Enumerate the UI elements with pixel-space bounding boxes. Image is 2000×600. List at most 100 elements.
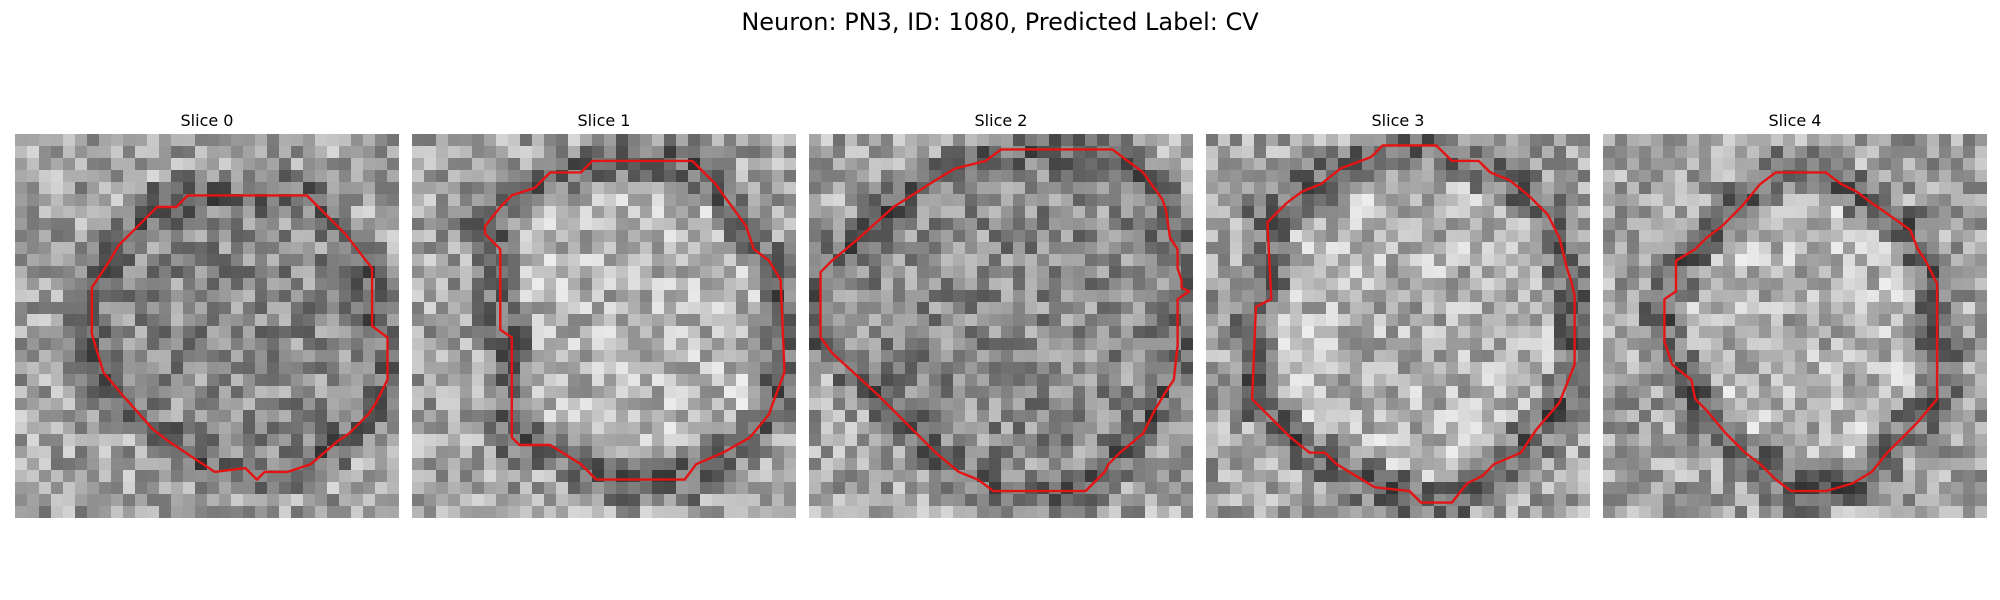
pixel: [63, 446, 76, 459]
pixel: [1206, 218, 1219, 231]
pixel: [1723, 326, 1736, 339]
pixel: [496, 278, 509, 291]
pixel: [784, 134, 796, 147]
pixel: [1326, 362, 1339, 375]
pixel: [929, 458, 942, 471]
pixel: [869, 446, 882, 459]
pixel: [640, 314, 653, 327]
pixel: [1386, 410, 1399, 423]
pixel: [1951, 290, 1964, 303]
pixel: [1458, 506, 1471, 518]
pixel: [1795, 362, 1808, 375]
pixel: [1181, 362, 1193, 375]
pixel: [15, 314, 28, 327]
pixel: [893, 242, 906, 255]
pixel: [724, 410, 737, 423]
pixel: [1073, 422, 1086, 435]
pixel: [1073, 470, 1086, 483]
pixel: [1747, 254, 1760, 267]
pixel: [484, 482, 497, 495]
pixel: [544, 482, 557, 495]
pixel: [1037, 278, 1050, 291]
pixel: [303, 134, 316, 147]
pixel: [1963, 350, 1976, 363]
pixel: [821, 374, 834, 387]
pixel: [1302, 194, 1315, 207]
pixel: [857, 134, 870, 147]
pixel: [1446, 230, 1459, 243]
pixel: [989, 470, 1002, 483]
pixel: [520, 170, 533, 183]
pixel: [592, 350, 605, 363]
pixel: [664, 290, 677, 303]
pixel: [1278, 458, 1291, 471]
pixel: [881, 170, 894, 183]
pixel: [27, 326, 40, 339]
pixel: [279, 410, 292, 423]
pixel: [833, 182, 846, 195]
pixel: [1975, 398, 1987, 411]
pixel: [1494, 194, 1507, 207]
pixel: [556, 338, 569, 351]
pixel: [1915, 158, 1928, 171]
pixel: [1013, 434, 1026, 447]
pixel: [1458, 170, 1471, 183]
pixel: [171, 506, 184, 518]
pixel: [327, 206, 340, 219]
pixel: [1915, 290, 1928, 303]
pixel: [1278, 434, 1291, 447]
pixel: [1230, 470, 1243, 483]
pixel: [1482, 386, 1495, 399]
pixel: [1434, 350, 1447, 363]
pixel: [1434, 170, 1447, 183]
pixel: [1314, 194, 1327, 207]
pixel: [363, 338, 376, 351]
pixel: [1795, 374, 1808, 387]
pixel: [1386, 494, 1399, 507]
pixel: [1206, 182, 1219, 195]
pixel: [1639, 350, 1652, 363]
pixel: [1326, 470, 1339, 483]
pixel: [1037, 470, 1050, 483]
pixel: [881, 494, 894, 507]
pixel: [1446, 242, 1459, 255]
pixel: [700, 326, 713, 339]
pixel: [1398, 374, 1411, 387]
pixel: [1879, 266, 1892, 279]
pixel: [1266, 398, 1279, 411]
pixel: [279, 386, 292, 399]
pixel: [15, 158, 28, 171]
pixel: [893, 134, 906, 147]
pixel: [881, 242, 894, 255]
pixel: [1915, 194, 1928, 207]
pixel: [989, 386, 1002, 399]
pixel: [688, 494, 701, 507]
pixel: [1855, 230, 1868, 243]
pixel: [255, 230, 268, 243]
pixel: [243, 362, 256, 375]
pixel: [1049, 434, 1062, 447]
pixel: [760, 158, 773, 171]
pixel: [760, 338, 773, 351]
pixel: [1554, 506, 1567, 518]
pixel: [1951, 254, 1964, 267]
pixel: [436, 266, 449, 279]
pixel: [1879, 410, 1892, 423]
pixel: [1687, 182, 1700, 195]
pixel: [1230, 242, 1243, 255]
pixel: [1723, 194, 1736, 207]
pixel: [1362, 158, 1375, 171]
pixel: [1651, 350, 1664, 363]
pixel: [99, 458, 112, 471]
pixel: [604, 434, 617, 447]
pixel: [123, 386, 136, 399]
pixel: [905, 434, 918, 447]
pixel: [1506, 254, 1519, 267]
pixel: [520, 422, 533, 435]
pixel: [1374, 470, 1387, 483]
pixel: [821, 398, 834, 411]
pixel: [1145, 266, 1158, 279]
pixel: [628, 362, 641, 375]
pixel: [772, 458, 785, 471]
pixel: [1290, 230, 1303, 243]
